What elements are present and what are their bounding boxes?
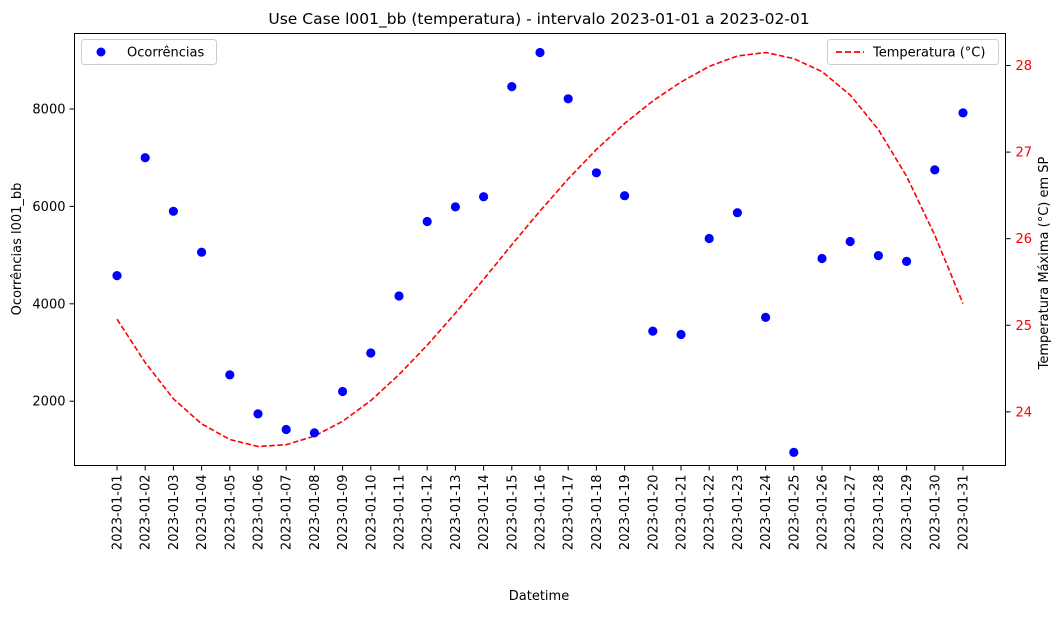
x-axis: 2023-01-01 2023-01-02 2023-01-03 2023-01-04… xyxy=(111,465,972,551)
x-tick-label: 2023-01-08 xyxy=(308,475,323,551)
right-tick-label: 25 xyxy=(1016,319,1033,334)
right-tick-label: 24 xyxy=(1016,405,1033,420)
occurrence-point xyxy=(338,386,348,397)
occurrence-point xyxy=(902,256,912,266)
occurrence-point xyxy=(620,191,630,201)
legend-left: Ocorrências xyxy=(81,39,217,65)
x-tick-label: 2023-01-27 xyxy=(844,475,859,551)
x-tick-label: 2023-01-12 xyxy=(421,475,436,551)
x-tick-label: 2023-01-01 xyxy=(111,475,126,551)
right-tick-label: 26 xyxy=(1016,232,1033,247)
legend-right: Temperatura (°C) xyxy=(827,39,999,65)
legend-label-ocorrencias: Ocorrências xyxy=(127,46,204,61)
x-tick-label: 2023-01-22 xyxy=(703,475,718,551)
x-tick-label: 2023-01-29 xyxy=(900,475,915,551)
occurrence-point xyxy=(873,251,884,261)
x-tick-label: 2023-01-26 xyxy=(816,475,831,551)
left-tick-label: 8000 xyxy=(32,102,65,117)
left-tick-label: 6000 xyxy=(32,200,65,215)
plot-area xyxy=(74,33,1006,466)
x-axis-label: Datetime xyxy=(509,589,569,604)
x-tick-label: 2023-01-13 xyxy=(449,475,464,551)
occurrence-point xyxy=(563,94,573,104)
occurrence-point xyxy=(450,202,460,212)
x-tick-label: 2023-01-24 xyxy=(759,475,774,551)
occurrence-point xyxy=(479,192,489,202)
occurrence-point xyxy=(309,428,319,438)
occurrences-series xyxy=(112,47,968,457)
occurrence-point xyxy=(507,82,517,92)
y-axis-left-label: Ocorrências l001_bb xyxy=(10,183,25,316)
chart-title: Use Case l001_bb (temperatura) - interva… xyxy=(268,10,809,29)
x-tick-label: 2023-01-21 xyxy=(675,475,690,551)
legend-marker-ocorrencias xyxy=(96,47,106,57)
left-axis: 2000 4000 6000 8000 xyxy=(32,102,75,410)
occurrence-point xyxy=(817,253,827,264)
occurrence-point xyxy=(394,291,404,301)
right-tick-label: 27 xyxy=(1016,146,1033,161)
x-tick-label: 2023-01-14 xyxy=(477,475,492,551)
x-tick-label: 2023-01-04 xyxy=(195,475,210,551)
x-tick-label: 2023-01-05 xyxy=(223,475,238,551)
plot-frame xyxy=(74,33,1006,466)
x-tick-label: 2023-01-17 xyxy=(562,475,577,551)
x-tick-label: 2023-01-23 xyxy=(731,475,746,551)
occurrence-point xyxy=(704,233,714,244)
occurrence-point xyxy=(168,206,178,216)
x-tick-label: 2023-01-11 xyxy=(393,475,408,551)
occurrence-point xyxy=(112,271,122,281)
x-tick-label: 2023-01-06 xyxy=(252,475,267,551)
right-tick-label: 28 xyxy=(1016,59,1033,74)
occurrence-point xyxy=(535,47,545,58)
x-tick-label: 2023-01-07 xyxy=(280,475,295,551)
occurrence-point xyxy=(253,409,263,419)
occurrence-point xyxy=(422,216,432,227)
x-tick-label: 2023-01-28 xyxy=(872,475,887,551)
occurrence-point xyxy=(591,168,602,178)
occurrence-point xyxy=(140,153,150,163)
x-tick-label: 2023-01-25 xyxy=(787,475,802,551)
occurrence-point xyxy=(958,108,968,118)
x-tick-label: 2023-01-31 xyxy=(957,475,972,551)
occurrence-point xyxy=(789,447,799,457)
temperature-series xyxy=(116,51,964,448)
right-axis: 24 25 26 27 28 xyxy=(1005,59,1033,420)
left-tick-label: 2000 xyxy=(32,395,65,410)
x-tick-label: 2023-01-15 xyxy=(505,475,520,551)
x-tick-label: 2023-01-16 xyxy=(534,475,549,551)
legend-label-temperatura: Temperatura (°C) xyxy=(872,46,985,61)
occurrence-point xyxy=(732,208,743,218)
occurrence-point xyxy=(281,424,291,435)
temperature-line xyxy=(116,51,964,448)
x-tick-label: 2023-01-20 xyxy=(646,475,661,551)
occurrence-point xyxy=(366,348,376,358)
x-tick-label: 2023-01-19 xyxy=(618,475,633,551)
x-tick-label: 2023-01-09 xyxy=(336,475,351,551)
y-axis-right-label: Temperatura Máxima (°C) em SP xyxy=(1037,156,1052,370)
left-tick-label: 4000 xyxy=(32,297,65,312)
x-tick-label: 2023-01-03 xyxy=(167,475,182,551)
occurrence-point xyxy=(648,326,658,336)
occurrence-point xyxy=(761,312,771,322)
occurrence-point xyxy=(845,236,855,247)
x-tick-label: 2023-01-10 xyxy=(364,475,379,551)
occurrence-point xyxy=(197,247,207,257)
legend-right-box xyxy=(827,39,999,65)
occurrence-point xyxy=(676,329,686,340)
x-tick-label: 2023-01-18 xyxy=(590,475,605,551)
x-tick-label: 2023-01-02 xyxy=(139,475,154,551)
x-tick-label: 2023-01-30 xyxy=(928,475,943,551)
occurrence-point xyxy=(225,370,235,380)
legend-left-box xyxy=(81,39,217,65)
occurrence-point xyxy=(930,165,940,175)
